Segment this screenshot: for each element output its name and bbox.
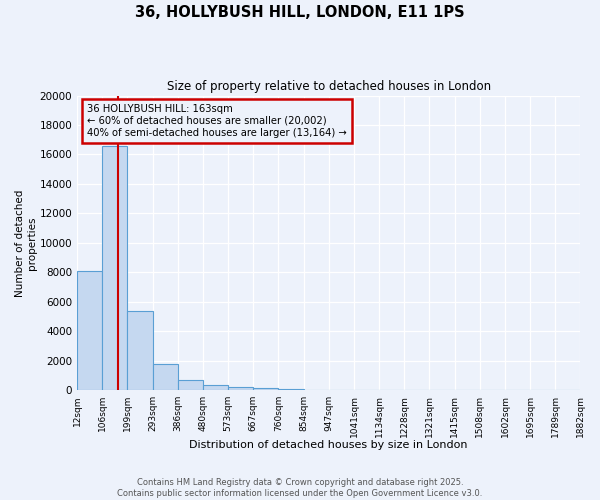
Text: 36 HOLLYBUSH HILL: 163sqm
← 60% of detached houses are smaller (20,002)
40% of s: 36 HOLLYBUSH HILL: 163sqm ← 60% of detac… (87, 104, 347, 138)
Text: Contains HM Land Registry data © Crown copyright and database right 2025.
Contai: Contains HM Land Registry data © Crown c… (118, 478, 482, 498)
Bar (278, 389, 304, 390)
Bar (102, 146, 127, 390)
Bar (228, 388, 253, 390)
X-axis label: Distribution of detached houses by size in London: Distribution of detached houses by size … (190, 440, 468, 450)
Bar (178, 380, 203, 390)
Bar (253, 388, 278, 390)
Text: 36, HOLLYBUSH HILL, LONDON, E11 1PS: 36, HOLLYBUSH HILL, LONDON, E11 1PS (135, 5, 465, 20)
Bar (203, 385, 228, 390)
Bar (152, 364, 178, 390)
Y-axis label: Number of detached
properties: Number of detached properties (15, 189, 37, 296)
Title: Size of property relative to detached houses in London: Size of property relative to detached ho… (167, 80, 491, 93)
Bar (77, 271, 102, 390)
Bar (127, 310, 152, 390)
